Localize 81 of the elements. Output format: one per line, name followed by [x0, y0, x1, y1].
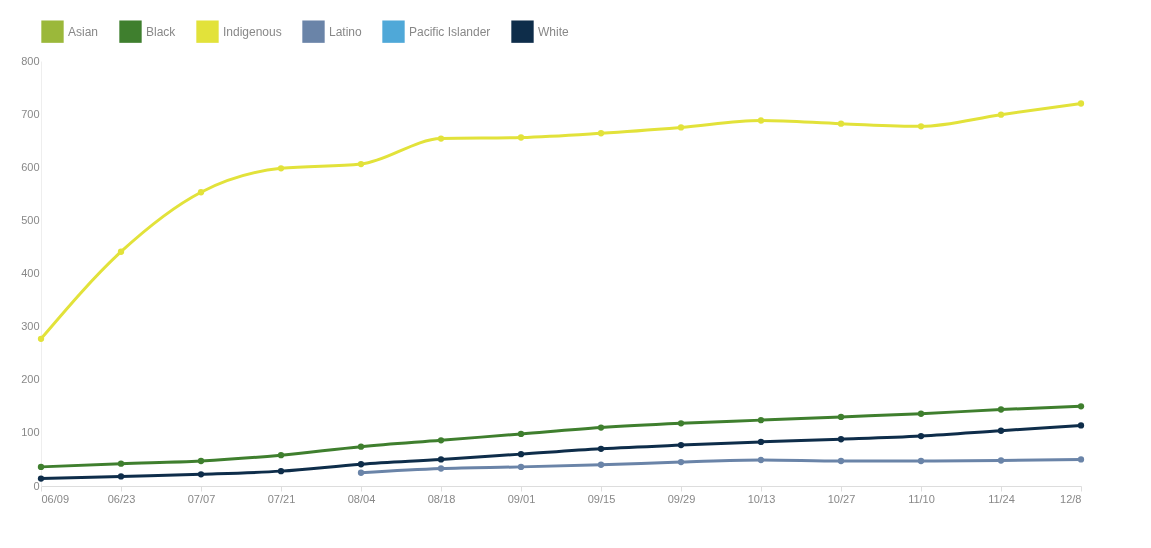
point: [597, 130, 605, 137]
point: [997, 427, 1005, 434]
y-tick-label: 700: [21, 107, 40, 120]
x-tick-label: 09/01: [507, 492, 536, 505]
point: [757, 117, 765, 124]
y-tick-label: 500: [21, 213, 40, 226]
point: [677, 124, 685, 131]
x-tick-label: 10/27: [827, 492, 856, 505]
point: [677, 420, 685, 427]
point: [597, 424, 605, 431]
point: [837, 120, 845, 127]
point: [357, 469, 365, 476]
x-tick-label: 08/18: [427, 492, 456, 505]
point: [197, 189, 205, 196]
point: [357, 461, 365, 468]
x-tick-label: 09/15: [587, 492, 616, 505]
point: [917, 432, 925, 440]
point: [277, 452, 285, 459]
y-tick-label: 300: [21, 320, 40, 333]
x-tick-label: 06/23: [107, 492, 136, 505]
legend-label: White: [538, 24, 569, 39]
x-tick-label: 07/21: [267, 492, 296, 505]
point: [517, 463, 525, 471]
x-tick-label: 10/13: [747, 492, 776, 505]
point: [917, 123, 925, 130]
legend-label: Pacific Islander: [409, 24, 491, 39]
point: [917, 457, 925, 465]
y-tick-label: 800: [21, 54, 40, 67]
point: [837, 457, 845, 465]
point: [677, 458, 685, 466]
legend-label: Black: [146, 24, 177, 39]
point: [37, 475, 45, 482]
point: [117, 460, 125, 467]
point: [837, 413, 845, 421]
point: [437, 465, 445, 472]
point: [677, 441, 685, 449]
x-tick-label: 08/04: [347, 492, 376, 505]
point: [997, 406, 1005, 413]
point: [437, 135, 445, 142]
point: [517, 430, 525, 438]
point: [917, 410, 925, 417]
legend-label: Latino: [329, 24, 363, 39]
y-tick-label: 600: [21, 160, 40, 173]
point: [357, 443, 365, 450]
x-tick-label: 11/24: [988, 492, 1015, 505]
point: [197, 471, 205, 478]
point: [277, 467, 285, 475]
point: [837, 436, 845, 443]
x-tick-label: 12/8: [1060, 492, 1082, 505]
y-tick-label: 200: [21, 373, 40, 386]
point: [37, 335, 45, 342]
x-tick-label: 06/09: [41, 492, 70, 505]
point: [1077, 100, 1085, 107]
point: [117, 248, 125, 255]
point: [757, 438, 765, 446]
point: [1077, 403, 1085, 410]
legend-label: Asian: [68, 24, 99, 39]
point: [597, 445, 605, 452]
point: [517, 450, 525, 458]
point: [517, 134, 525, 141]
point: [37, 463, 45, 471]
point: [757, 456, 765, 464]
point: [1077, 422, 1085, 429]
point: [1077, 456, 1085, 463]
point: [357, 160, 365, 168]
point: [997, 111, 1005, 118]
x-tick-label: 07/07: [187, 492, 216, 505]
x-tick-label: 09/29: [667, 492, 696, 505]
point: [997, 457, 1005, 464]
point: [437, 456, 445, 463]
y-tick-label: 100: [21, 426, 40, 439]
point: [437, 437, 445, 444]
x-tick-label: 11/10: [908, 492, 935, 505]
y-tick-label: 400: [21, 267, 40, 279]
point: [277, 165, 285, 172]
point: [197, 457, 205, 465]
y-tick-label: 0: [33, 479, 40, 492]
point: [597, 461, 605, 468]
point: [117, 473, 125, 480]
legend-label: Indigenous: [223, 24, 282, 39]
point: [757, 416, 765, 424]
